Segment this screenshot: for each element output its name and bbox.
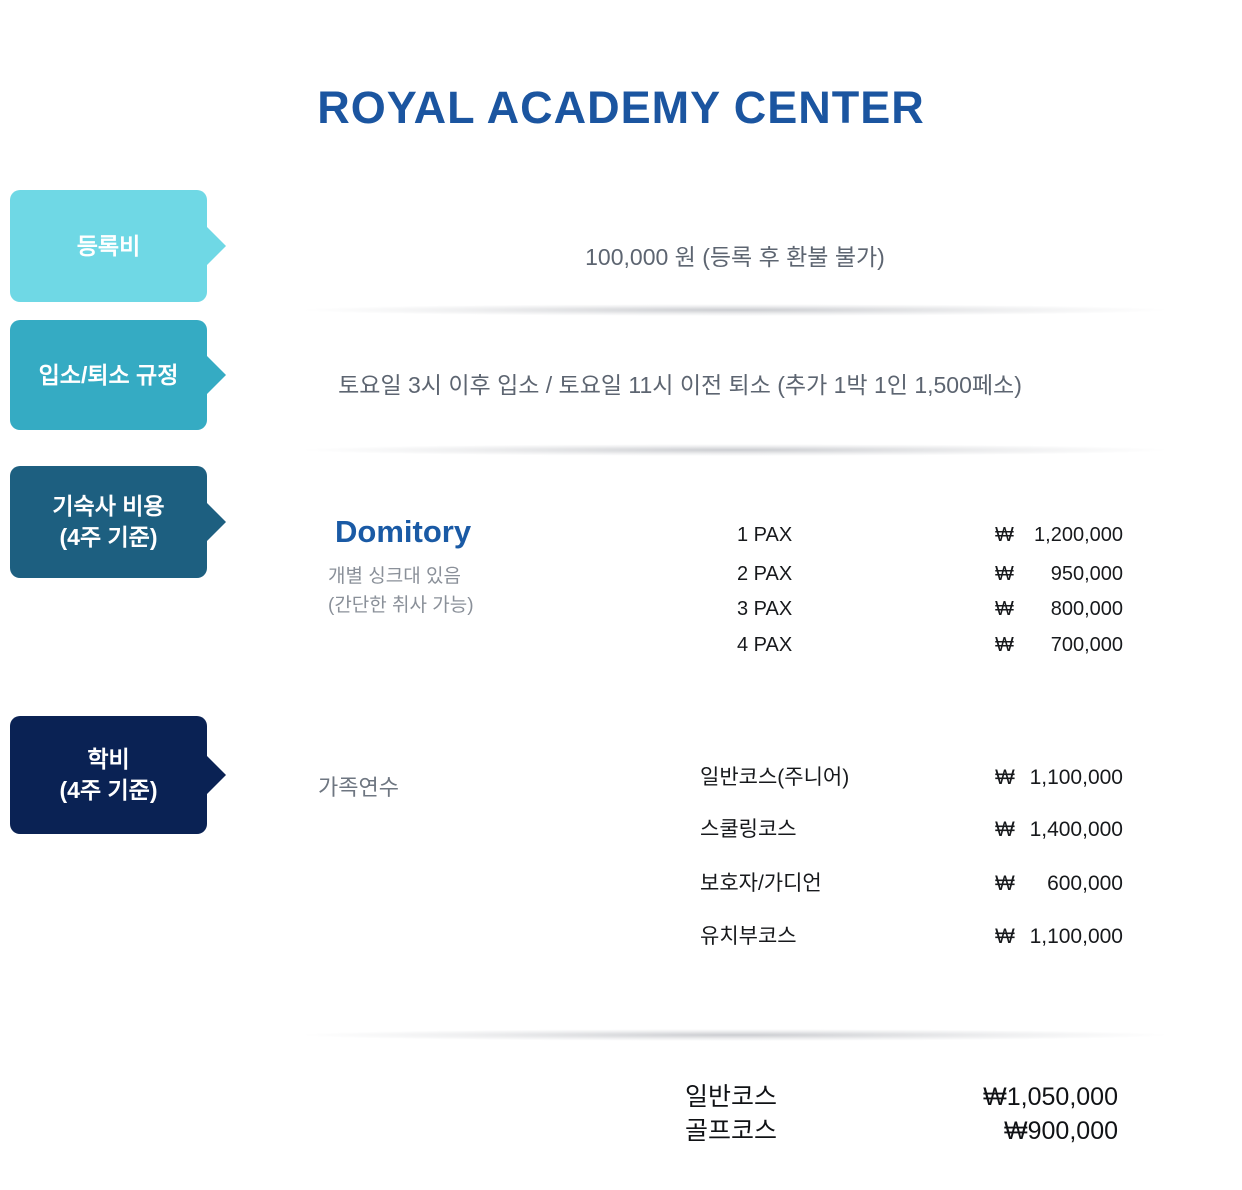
- arrow-right-icon: [206, 502, 226, 542]
- currency-symbol: ₩: [995, 818, 1015, 841]
- price-value: 1,100,000: [1029, 925, 1123, 948]
- tab-tuition-label-line2: (4주 기준): [59, 777, 158, 803]
- price-value: 1,100,000: [1029, 766, 1123, 789]
- check-in-out-rules-text: 토요일 3시 이후 입소 / 토요일 11시 이전 퇴소 (추가 1박 1인 1…: [338, 372, 1022, 398]
- dormitory-heading: Domitory: [335, 514, 472, 549]
- dormitory-note-line1: 개별 싱크대 있음: [328, 566, 461, 587]
- tab-dormitory-cost-label-line2: (4주 기준): [59, 524, 158, 550]
- currency-symbol: ₩: [995, 634, 1014, 656]
- dormitory-notes: 개별 싱크대 있음 (간단한 취사 가능): [328, 562, 474, 620]
- currency-symbol: ₩: [995, 766, 1015, 789]
- dormitory-note-line2: (간단한 취사 가능): [328, 595, 474, 616]
- price-value: 700,000: [1050, 634, 1123, 656]
- pax-label: 4 PAX: [737, 634, 793, 656]
- price-value: 950,000: [1050, 563, 1123, 585]
- tab-check-in-out-rules-label: 입소/퇴소 규정: [38, 361, 179, 388]
- tab-check-in-out-rules: 입소/퇴소 규정: [10, 320, 226, 430]
- currency-symbol: ₩: [995, 524, 1014, 546]
- currency-symbol: ₩: [995, 563, 1014, 585]
- tab-registration-fee-label: 등록비: [76, 232, 141, 259]
- pax-label: 1 PAX: [737, 524, 793, 546]
- family-program-label: 가족연수: [318, 775, 399, 800]
- currency-symbol: ₩: [995, 598, 1014, 620]
- page-title: ROYAL ACADEMY CENTER: [317, 82, 925, 133]
- tab-tuition: 학비 (4주 기준): [10, 716, 226, 834]
- currency-symbol: ₩: [995, 925, 1015, 948]
- tab-tuition-label-line1: 학비: [87, 746, 130, 772]
- tab-dormitory-cost-label-line1: 기숙사 비용: [52, 493, 165, 519]
- course-label: 일반코스(주니어): [700, 766, 850, 789]
- course-label: 골프코스: [685, 1117, 778, 1145]
- course-label: 유치부코스: [700, 925, 797, 948]
- registration-fee-text: 100,000 원 (등록 후 환불 불가): [585, 244, 885, 270]
- price-value: ₩1,050,000: [983, 1083, 1118, 1111]
- arrow-right-icon: [206, 355, 226, 395]
- arrow-right-icon: [206, 755, 226, 795]
- section-divider: [300, 303, 1170, 317]
- tab-dormitory-cost: 기숙사 비용 (4주 기준): [10, 466, 226, 578]
- section-divider: [300, 443, 1170, 457]
- section-divider: [300, 1028, 1170, 1042]
- course-label: 보호자/가디언: [700, 872, 822, 895]
- course-label: 스쿨링코스: [700, 818, 797, 841]
- pax-label: 2 PAX: [737, 563, 793, 585]
- pax-label: 3 PAX: [737, 598, 793, 620]
- price-value: 600,000: [1047, 872, 1123, 895]
- price-value: 1,400,000: [1029, 818, 1123, 841]
- price-value: 800,000: [1050, 598, 1123, 620]
- arrow-right-icon: [206, 226, 226, 266]
- tab-registration-fee: 등록비: [10, 190, 226, 302]
- price-value: 1,200,000: [1034, 524, 1123, 546]
- price-value: ₩900,000: [1004, 1117, 1118, 1145]
- currency-symbol: ₩: [995, 872, 1015, 895]
- course-label: 일반코스: [685, 1083, 778, 1111]
